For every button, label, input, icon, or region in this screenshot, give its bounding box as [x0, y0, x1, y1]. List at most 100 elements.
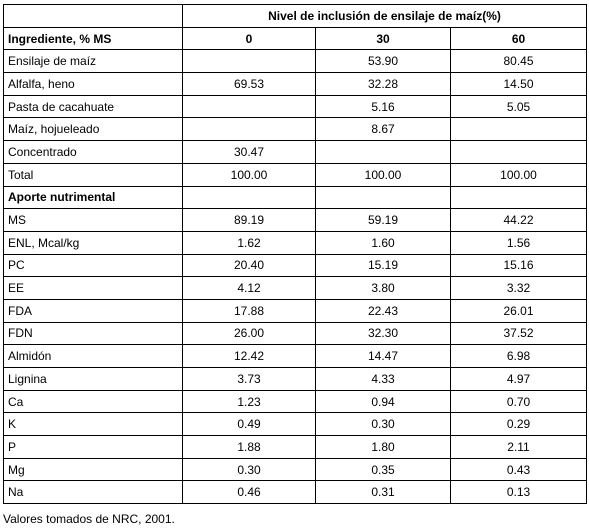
value-cell: 14.47 — [315, 344, 451, 368]
value-cell: 3.32 — [450, 276, 587, 300]
value-cell: 37.52 — [450, 321, 587, 346]
value-cell: 0.31 — [315, 480, 451, 505]
table-column-header-row: Ingrediente, % MS 0 30 60 — [3, 26, 587, 51]
table-row: Ensilaje de maíz 53.90 80.45 — [3, 49, 587, 74]
value-cell: 4.97 — [450, 367, 587, 391]
row-label: Na — [3, 480, 183, 505]
value-cell — [182, 94, 316, 119]
value-cell: 59.19 — [315, 208, 451, 232]
table-row: Pasta de cacahuate 5.16 5.05 — [3, 94, 587, 119]
value-cell: 1.80 — [315, 435, 451, 459]
value-cell: 17.88 — [182, 298, 316, 323]
value-cell — [450, 140, 587, 164]
value-cell: 2.11 — [450, 435, 587, 459]
level-header-0: 0 — [182, 26, 316, 51]
value-cell: 100.00 — [450, 162, 587, 187]
value-cell: 0.43 — [450, 457, 587, 482]
value-cell — [315, 140, 451, 164]
value-cell: 8.67 — [315, 117, 451, 142]
value-cell: 80.45 — [450, 49, 587, 74]
empty-cell — [182, 185, 316, 210]
value-cell: 0.49 — [182, 412, 316, 437]
value-cell: 32.28 — [315, 72, 451, 96]
row-label: P — [3, 435, 183, 459]
table-row: EE 4.12 3.80 3.32 — [3, 276, 587, 300]
row-label: Maíz, hojueleado — [3, 117, 183, 142]
row-label: Lignina — [3, 367, 183, 391]
table-row: Almidón 12.42 14.47 6.98 — [3, 344, 587, 368]
value-cell: 15.19 — [315, 253, 451, 278]
row-label: EE — [3, 276, 183, 300]
table-row: Na 0.46 0.31 0.13 — [3, 480, 587, 505]
value-cell: 4.33 — [315, 367, 451, 391]
value-cell: 3.73 — [182, 367, 316, 391]
value-cell: 69.53 — [182, 72, 316, 96]
value-cell: 100.00 — [315, 162, 451, 187]
value-cell: 14.50 — [450, 72, 587, 96]
level-header-60: 60 — [450, 26, 587, 51]
value-cell: 1.88 — [182, 435, 316, 459]
value-cell: 3.80 — [315, 276, 451, 300]
value-cell: 89.19 — [182, 208, 316, 232]
value-cell: 100.00 — [182, 162, 316, 187]
table-row: ENL, Mcal/kg 1.62 1.60 1.56 — [3, 230, 587, 255]
row-label: Ca — [3, 389, 183, 414]
value-cell: 44.22 — [450, 208, 587, 232]
table-group-header-row: Nivel de inclusión de ensilaje de maíz(%… — [3, 4, 587, 28]
table-row: Ca 1.23 0.94 0.70 — [3, 389, 587, 414]
group-header: Nivel de inclusión de ensilaje de maíz(%… — [182, 4, 587, 28]
value-cell: 0.35 — [315, 457, 451, 482]
table-row: Maíz, hojueleado 8.67 — [3, 117, 587, 142]
row-label: FDA — [3, 298, 183, 323]
table-row: FDA 17.88 22.43 26.01 — [3, 298, 587, 323]
row-label: MS — [3, 208, 183, 232]
value-cell: 53.90 — [315, 49, 451, 74]
row-label: ENL, Mcal/kg — [3, 230, 183, 255]
table-row: Concentrado 30.47 — [3, 140, 587, 164]
row-label: Concentrado — [3, 140, 183, 164]
row-label: Total — [3, 162, 183, 187]
level-header-30: 30 — [315, 26, 451, 51]
row-label: Alfalfa, heno — [3, 72, 183, 96]
value-cell: 0.13 — [450, 480, 587, 505]
section-label-aporte-nutrimental: Aporte nutrimental — [3, 185, 183, 210]
table-row: Alfalfa, heno 69.53 32.28 14.50 — [3, 72, 587, 96]
value-cell: 1.62 — [182, 230, 316, 255]
value-cell — [450, 117, 587, 142]
value-cell — [182, 117, 316, 142]
row-label: FDN — [3, 321, 183, 346]
value-cell: 22.43 — [315, 298, 451, 323]
ingredient-column-header: Ingrediente, % MS — [3, 26, 183, 51]
value-cell: 32.30 — [315, 321, 451, 346]
row-label: K — [3, 412, 183, 437]
value-cell: 5.16 — [315, 94, 451, 119]
row-label: Almidón — [3, 344, 183, 368]
table-row: PC 20.40 15.19 15.16 — [3, 253, 587, 278]
table-row: FDN 26.00 32.30 37.52 — [3, 321, 587, 346]
empty-corner-cell — [3, 4, 183, 28]
empty-cell — [450, 185, 587, 210]
value-cell: 0.30 — [315, 412, 451, 437]
value-cell: 30.47 — [182, 140, 316, 164]
value-cell: 0.70 — [450, 389, 587, 414]
value-cell — [182, 49, 316, 74]
value-cell: 5.05 — [450, 94, 587, 119]
value-cell: 12.42 — [182, 344, 316, 368]
value-cell: 0.46 — [182, 480, 316, 505]
table-row: MS 89.19 59.19 44.22 — [3, 208, 587, 232]
row-label: PC — [3, 253, 183, 278]
value-cell: 1.23 — [182, 389, 316, 414]
value-cell: 26.01 — [450, 298, 587, 323]
table-row: Lignina 3.73 4.33 4.97 — [3, 367, 587, 391]
table-row: Total 100.00 100.00 100.00 — [3, 162, 587, 187]
row-label: Ensilaje de maíz — [3, 49, 183, 74]
footnote: Valores tomados de NRC, 2001. — [3, 512, 175, 526]
table-row: P 1.88 1.80 2.11 — [3, 435, 587, 459]
table-row: Mg 0.30 0.35 0.43 — [3, 457, 587, 482]
row-label: Mg — [3, 457, 183, 482]
value-cell: 4.12 — [182, 276, 316, 300]
value-cell: 1.56 — [450, 230, 587, 255]
section-header-row: Aporte nutrimental — [3, 185, 587, 210]
value-cell: 15.16 — [450, 253, 587, 278]
value-cell: 0.30 — [182, 457, 316, 482]
